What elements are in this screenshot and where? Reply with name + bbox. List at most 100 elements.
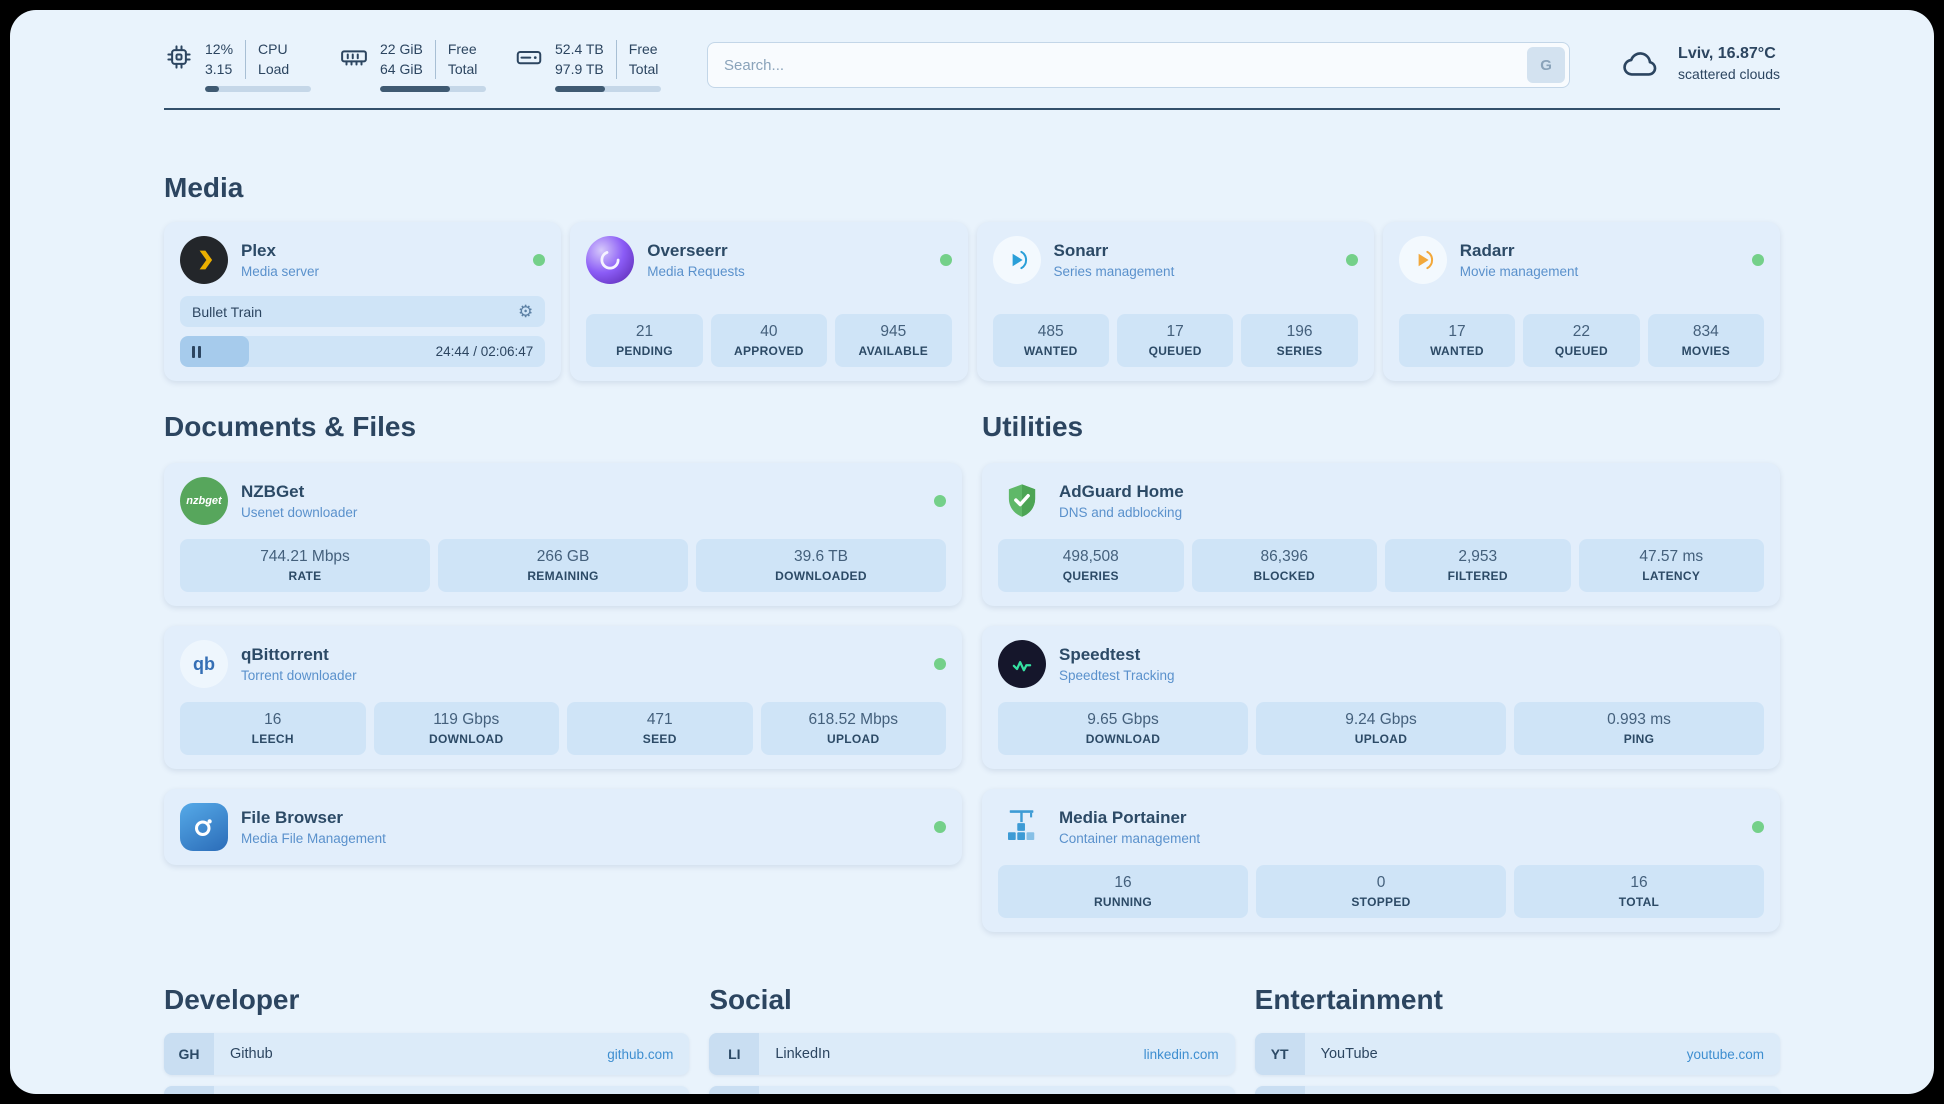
link-stackoverflow[interactable]: SO StackOverflow stackoverflow.com — [164, 1086, 690, 1094]
speedtest-card[interactable]: Speedtest Speedtest Tracking 9.65 Gbps DO… — [982, 626, 1780, 770]
adguard-card[interactable]: AdGuard Home DNS and adblocking 498,508 Q… — [982, 463, 1780, 607]
cpu-label: CPU — [258, 41, 288, 57]
app-subtitle: Usenet downloader — [241, 505, 358, 521]
link-youtube[interactable]: YT YouTube youtube.com — [1254, 1033, 1780, 1076]
stat-ping: 0.993 ms PING — [1514, 702, 1764, 756]
gear-icon[interactable]: ⚙ — [518, 302, 534, 322]
ram-stats: 22 GiB 64 GiB Free Total — [380, 40, 486, 93]
sonarr-icon — [992, 236, 1041, 285]
developer-section: Developer GH Github github.com SO StackO… — [164, 984, 690, 1094]
plex-icon — [180, 236, 228, 285]
radarr-card[interactable]: Radarr Movie management 17 WANTED 22 QUEUE… — [1382, 222, 1780, 382]
section-title-documents: Documents & Files — [164, 411, 417, 443]
filebrowser-card[interactable]: File Browser Media File Management — [164, 789, 962, 866]
qbittorrent-card[interactable]: qb qBittorrent Torrent downloader 16 LEEC… — [164, 626, 962, 770]
now-playing-title: Bullet Train — [192, 303, 263, 320]
app-subtitle: Media File Management — [241, 831, 386, 847]
ram-free-value: 22 GiB — [380, 41, 423, 57]
stat-remaining: 266 GB REMAINING — [438, 539, 688, 593]
stat-movies: 834 MOVIES — [1647, 314, 1765, 368]
stat-queued: 22 QUEUED — [1523, 314, 1640, 368]
section-title-media: Media — [164, 172, 244, 204]
now-playing-row: Bullet Train ⚙ — [180, 296, 546, 328]
plex-card[interactable]: Plex Media server Bullet Train ⚙ — [164, 222, 562, 382]
header-divider — [164, 108, 1780, 111]
adguard-icon — [998, 477, 1046, 525]
stat-wanted: 485 WANTED — [992, 314, 1109, 368]
section-title-entertainment: Entertainment — [1254, 984, 1443, 1016]
app-name: AdGuard Home — [1059, 482, 1184, 502]
disk-widget: 52.4 TB 97.9 TB Free Total — [514, 40, 661, 93]
top-bar: 12% 3.15 CPU Load — [164, 40, 1780, 93]
search-input[interactable] — [707, 42, 1571, 88]
app-name: File Browser — [241, 808, 344, 828]
status-dot — [533, 254, 546, 267]
status-dot — [939, 254, 952, 267]
disk-icon — [514, 42, 544, 72]
pause-icon — [192, 345, 195, 358]
app-subtitle: Media Requests — [647, 264, 745, 280]
ram-progressbar — [380, 86, 486, 93]
stat-running: 16 RUNNING — [998, 865, 1248, 919]
app-subtitle: Media server — [241, 264, 320, 280]
stat-leech: 16 LEECH — [180, 702, 366, 756]
weather-condition: scattered clouds — [1678, 65, 1780, 82]
nzbget-card[interactable]: nzbget NZBGet Usenet downloader 744.21 M… — [164, 463, 962, 607]
qbittorrent-icon: qb — [180, 640, 228, 689]
link-abbr: GH — [164, 1033, 214, 1076]
dashboard-page: 12% 3.15 CPU Load — [10, 10, 1934, 1094]
overseerr-icon — [586, 236, 635, 285]
disk-free-value: 52.4 TB — [555, 41, 604, 57]
status-dot — [1345, 254, 1358, 267]
cpu-load-label: Load — [258, 60, 290, 77]
portainer-card[interactable]: Media Portainer Container management 16 R… — [982, 789, 1780, 933]
cpu-stats: 12% 3.15 CPU Load — [205, 40, 311, 93]
playback-time: 24:44 / 02:06:47 — [435, 344, 534, 360]
ram-total-label: Total — [447, 60, 478, 77]
search-engine-button[interactable]: G — [1527, 47, 1566, 83]
link-netflix[interactable]: NF Netflix netflix.com — [1254, 1086, 1780, 1094]
section-title-developer: Developer — [164, 984, 300, 1016]
section-title-social: Social — [709, 984, 792, 1016]
content-container: 12% 3.15 CPU Load — [164, 10, 1780, 1094]
app-subtitle: Container management — [1059, 831, 1201, 847]
stat-rate: 744.21 Mbps RATE — [180, 539, 430, 593]
pause-icon — [198, 345, 201, 358]
link-twitter[interactable]: TW Twitter twitter.com — [709, 1086, 1235, 1094]
app-subtitle: Series management — [1053, 264, 1175, 280]
app-name: Overseerr — [647, 241, 728, 261]
stat-latency: 47.57 ms LATENCY — [1578, 539, 1764, 593]
overseerr-card[interactable]: Overseerr Media Requests 21 PENDING 40 APP… — [570, 222, 968, 382]
link-url[interactable]: youtube.com — [1686, 1046, 1764, 1062]
disk-total-value: 97.9 TB — [555, 60, 604, 77]
link-name: LinkedIn — [775, 1046, 831, 1063]
app-name: Media Portainer — [1059, 808, 1187, 828]
link-github[interactable]: GH Github github.com — [164, 1033, 690, 1076]
disk-progressbar — [555, 86, 661, 93]
link-url[interactable]: github.com — [607, 1046, 674, 1062]
sonarr-card[interactable]: Sonarr Series management 485 WANTED 17 QUE… — [976, 222, 1374, 382]
cpu-percent: 12% — [205, 41, 234, 57]
divider-vertical — [245, 40, 247, 80]
weather-location: Lviv, 16.87°C — [1678, 44, 1776, 62]
cpu-widget: 12% 3.15 CPU Load — [164, 40, 311, 93]
link-url[interactable]: linkedin.com — [1143, 1046, 1219, 1062]
link-abbr: TW — [709, 1086, 760, 1094]
stat-upload: 618.52 Mbps UPLOAD — [760, 702, 946, 756]
filebrowser-icon — [180, 803, 228, 852]
status-dot — [1752, 254, 1764, 267]
playback-progressbar[interactable]: 24:44 / 02:06:47 — [180, 336, 546, 368]
ram-total-value: 64 GiB — [380, 60, 423, 77]
cpu-progressbar — [205, 86, 311, 93]
status-dot — [1752, 821, 1764, 834]
app-subtitle: Movie management — [1459, 264, 1579, 280]
disk-total-label: Total — [628, 60, 659, 77]
stat-approved: 40 APPROVED — [710, 314, 828, 368]
cpu-icon — [164, 42, 194, 72]
link-linkedin[interactable]: LI LinkedIn linkedin.com — [709, 1033, 1235, 1076]
divider-vertical — [434, 40, 436, 80]
stat-series: 196 SERIES — [1241, 314, 1358, 368]
disk-stats: 52.4 TB 97.9 TB Free Total — [555, 40, 661, 93]
search-bar: G — [707, 42, 1571, 88]
status-dot — [934, 658, 946, 671]
